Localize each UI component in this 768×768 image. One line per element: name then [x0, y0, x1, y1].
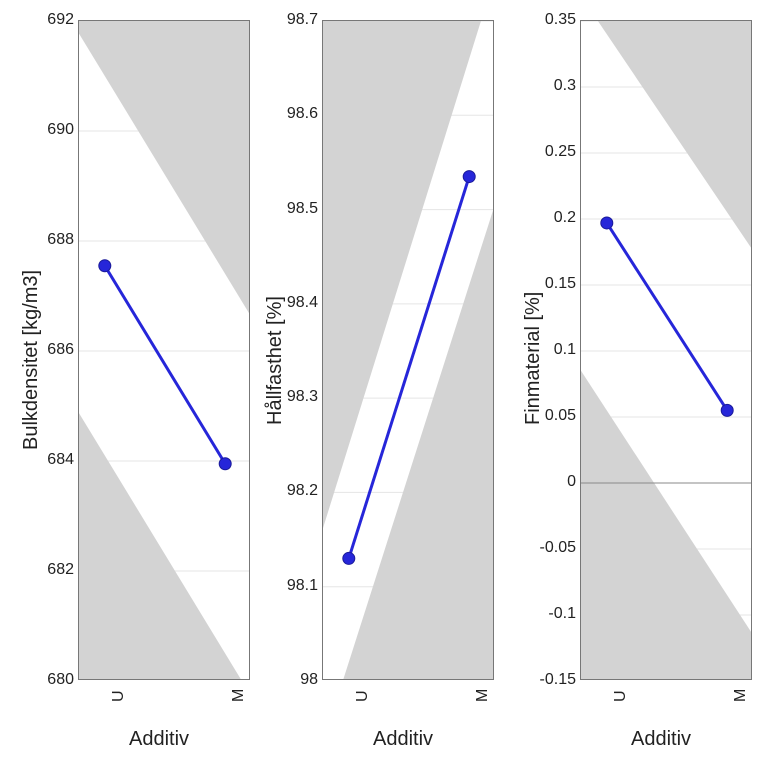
- plot-svg-bulkdensitet: [79, 21, 250, 680]
- ytick-label: -0.1: [548, 605, 576, 623]
- ylabel-hallfasthet: Hållfasthet [%]: [264, 296, 287, 425]
- lower-band: [79, 413, 250, 680]
- ytick-label: 98.2: [287, 482, 318, 500]
- xtick-label: M: [474, 689, 492, 702]
- ytick-label: 0.3: [554, 77, 576, 95]
- ytick-label: 680: [47, 671, 74, 689]
- ylabel-finmaterial: Finmaterial [%]: [522, 292, 545, 425]
- ytick-label: 98.3: [287, 388, 318, 406]
- ytick-label: 98.6: [287, 105, 318, 123]
- ytick-label: -0.05: [540, 539, 576, 557]
- xlabel-hallfasthet: Additiv: [373, 728, 433, 751]
- series-marker: [463, 171, 475, 183]
- ytick-label: 0.1: [554, 341, 576, 359]
- ytick-label: 98: [300, 671, 318, 689]
- ytick-label: 98.7: [287, 11, 318, 29]
- ytick-label: 0.25: [545, 143, 576, 161]
- ytick-label: 692: [47, 11, 74, 29]
- ytick-label: 686: [47, 341, 74, 359]
- ytick-label: 0: [567, 473, 576, 491]
- xlabel-finmaterial: Additiv: [631, 728, 691, 751]
- series-marker: [99, 260, 111, 272]
- series-marker: [721, 404, 733, 416]
- series-marker: [219, 458, 231, 470]
- ytick-label: 682: [47, 561, 74, 579]
- plot-finmaterial: [580, 20, 752, 680]
- xtick-label: M: [230, 689, 248, 702]
- ytick-label: 0.35: [545, 11, 576, 29]
- ytick-label: 690: [47, 121, 74, 139]
- ytick-label: 684: [47, 451, 74, 469]
- ytick-label: 98.5: [287, 200, 318, 218]
- series-marker: [601, 217, 613, 229]
- xtick-label: U: [110, 690, 128, 702]
- upper-band: [581, 21, 752, 251]
- ylabel-bulkdensitet: Bulkdensitet [kg/m3]: [20, 270, 43, 450]
- ytick-label: 98.4: [287, 294, 318, 312]
- xtick-label: M: [732, 689, 750, 702]
- plot-bulkdensitet: [78, 20, 250, 680]
- ytick-label: 0.2: [554, 209, 576, 227]
- series-line: [607, 223, 727, 410]
- plot-svg-finmaterial: [581, 21, 752, 680]
- series-line: [105, 266, 225, 464]
- plot-hallfasthet: [322, 20, 494, 680]
- xtick-label: U: [612, 690, 630, 702]
- xlabel-bulkdensitet: Additiv: [129, 728, 189, 751]
- plot-svg-hallfasthet: [323, 21, 494, 680]
- ytick-label: 98.1: [287, 577, 318, 595]
- xtick-label: U: [354, 690, 372, 702]
- ytick-label: -0.15: [540, 671, 576, 689]
- series-marker: [343, 552, 355, 564]
- ytick-label: 0.05: [545, 407, 576, 425]
- ytick-label: 688: [47, 231, 74, 249]
- ytick-label: 0.15: [545, 275, 576, 293]
